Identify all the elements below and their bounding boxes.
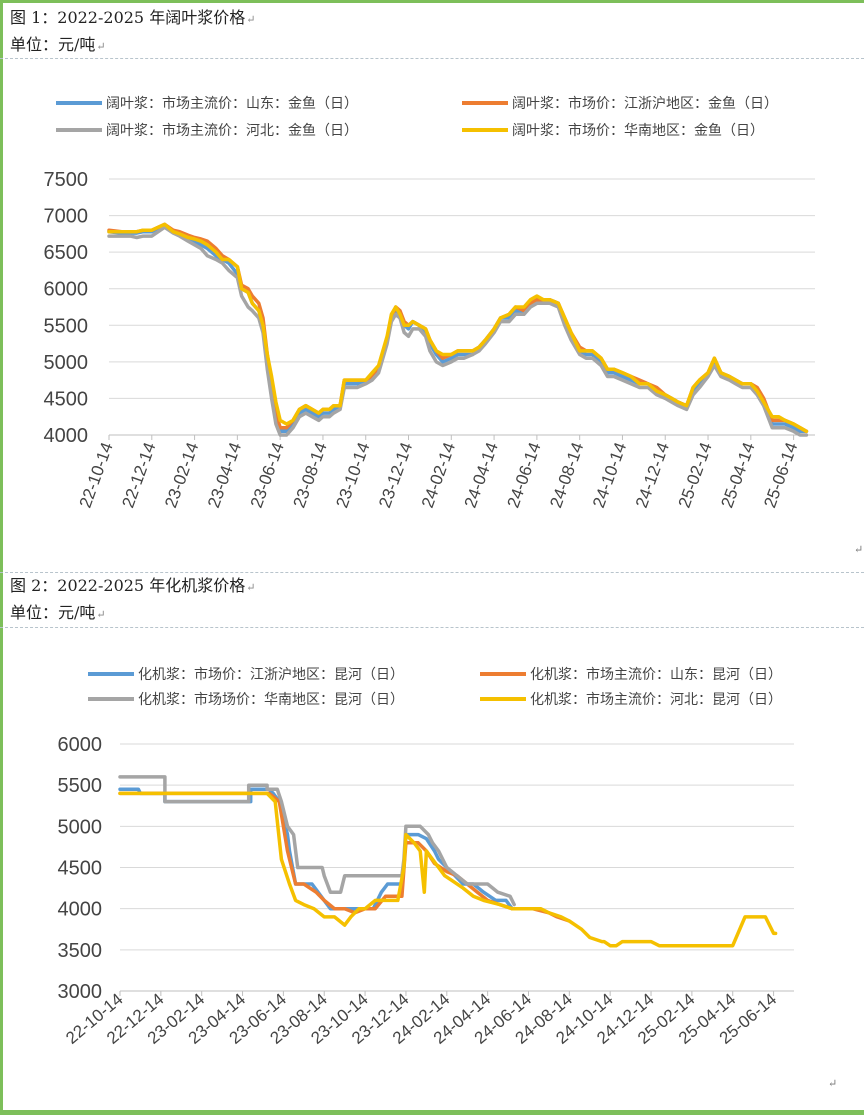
paragraph-mark: ↵ <box>96 608 106 621</box>
bottom-frame-line <box>0 1110 864 1115</box>
legend-label-1: 阔叶浆：市场主流价：山东：金鱼（日） <box>106 95 358 112</box>
figure2-separator <box>0 627 864 628</box>
paragraph-mark: ↵ <box>246 13 256 26</box>
series-line-3 <box>118 775 516 907</box>
legend-label-2: 阔叶浆：市场价：江浙沪地区：金鱼（日） <box>512 95 778 112</box>
chart-1-broadleaf-pulp-price: 4000 4500 5000 5500 6000 6500 7000 7500 22-10-14… <box>44 95 815 510</box>
section-separator <box>0 572 864 573</box>
y-tick-label: 7500 <box>44 169 89 191</box>
paragraph-mark: ↵ <box>96 40 106 53</box>
figure2-unit: 单位：元/吨↵ <box>10 603 106 625</box>
y-tick-label: 5500 <box>44 315 89 337</box>
figure1-unit: 单位：元/吨↵ <box>10 35 106 57</box>
y-tick-label: 4500 <box>58 858 103 880</box>
x-tick-label: 23-04-14 <box>204 440 245 510</box>
y-tick-label: 5000 <box>58 816 103 838</box>
legend-label-3: 阔叶浆：市场主流价：河北：金鱼（日） <box>106 122 358 139</box>
x-tick-label: 24-08-14 <box>546 440 587 510</box>
y-tick-label: 5500 <box>58 775 103 797</box>
series-line-3 <box>107 225 809 437</box>
left-frame-line <box>0 0 3 1115</box>
paragraph-mark: ↵ <box>246 581 256 594</box>
x-tick-label: 23-06-14 <box>247 440 288 510</box>
paragraph-mark: ↵ <box>854 543 864 556</box>
y-tick-label: 7000 <box>44 206 89 228</box>
y-tick-label: 3000 <box>58 981 103 1003</box>
y-tick-label: 6000 <box>58 734 103 756</box>
legend-label-2: 化机浆：市场主流价：山东：昆河（日） <box>530 666 782 683</box>
series-line-4 <box>118 791 778 948</box>
y-tick-label: 5000 <box>44 352 89 374</box>
x-tick-label: 23-08-14 <box>290 440 331 510</box>
legend-label-1: 化机浆：市场价：江浙沪地区：昆河（日） <box>138 666 404 683</box>
y-tick-label: 6500 <box>44 242 89 264</box>
x-tick-label: 23-12-14 <box>375 440 416 510</box>
figure1-unit-text: 单位：元/吨 <box>10 35 96 54</box>
x-tick-label: 23-10-14 <box>332 440 373 510</box>
top-frame-line <box>0 0 864 3</box>
x-tick-label: 23-02-14 <box>161 440 202 510</box>
x-tick-label: 22-10-14 <box>76 440 117 510</box>
chart-2-mechanical-pulp-price: 300035004000450050005500600022-10-1422-1… <box>58 666 794 1048</box>
figure2-title-text: 图 2：2022-2025 年化机浆价格 <box>10 576 246 595</box>
series-line-4 <box>107 222 809 434</box>
y-tick-label: 6000 <box>44 279 89 301</box>
x-tick-label: 24-12-14 <box>632 440 673 510</box>
x-tick-label: 25-04-14 <box>717 440 758 510</box>
x-tick-label: 24-10-14 <box>589 440 630 510</box>
x-tick-label: 24-06-14 <box>504 440 545 510</box>
y-tick-label: 4000 <box>44 425 89 447</box>
paragraph-mark: ↵ <box>828 1077 838 1090</box>
y-tick-label: 3500 <box>58 940 103 962</box>
x-tick-label: 22-12-14 <box>118 440 159 510</box>
figure1-title-text: 图 1：2022-2025 年阔叶浆价格 <box>10 8 246 27</box>
legend-label-3: 化机浆：市场场价：华南地区：昆河（日） <box>138 691 404 708</box>
legend-label-4: 阔叶浆：市场价：华南地区：金鱼（日） <box>512 122 764 139</box>
x-tick-label: 25-02-14 <box>675 440 716 510</box>
x-tick-label: 25-06-14 <box>760 440 801 510</box>
legend-label-4: 化机浆：市场主流价：河北：昆河（日） <box>530 691 782 708</box>
y-tick-label: 4000 <box>58 899 103 921</box>
x-tick-label: 24-04-14 <box>461 440 502 510</box>
x-tick-label: 24-02-14 <box>418 440 459 510</box>
figure1-title: 图 1：2022-2025 年阔叶浆价格↵ <box>10 8 255 30</box>
figure1-separator <box>0 58 864 59</box>
y-tick-label: 4500 <box>44 388 89 410</box>
figure2-title: 图 2：2022-2025 年化机浆价格↵ <box>10 576 255 598</box>
figure2-unit-text: 单位：元/吨 <box>10 603 96 622</box>
